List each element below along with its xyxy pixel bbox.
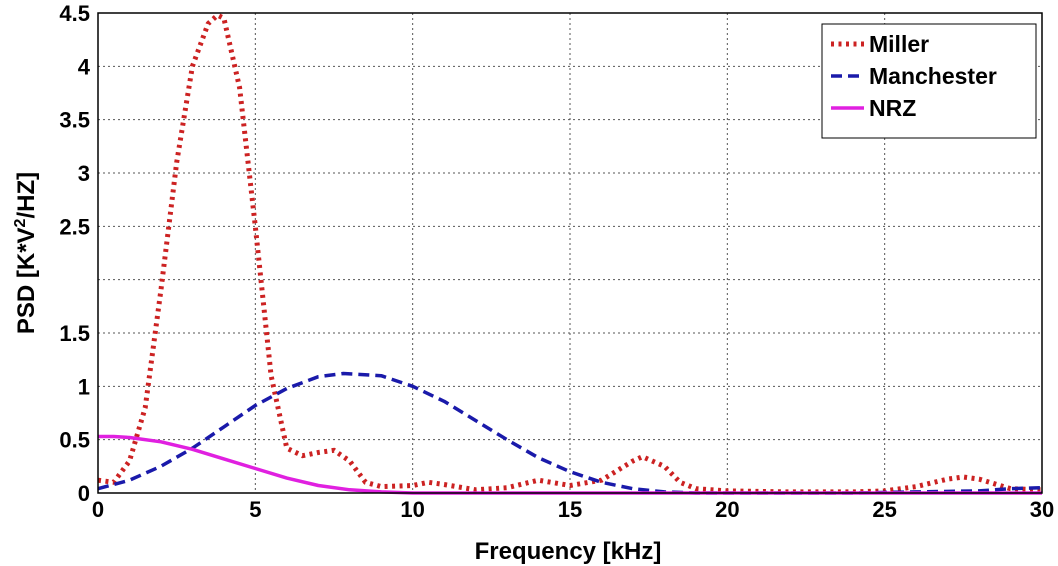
y-tick-label: 0.5 [59, 428, 90, 453]
x-axis-label: Frequency [kHz] [475, 538, 662, 565]
y-tick-label: 1.5 [59, 321, 90, 346]
y-tick-label: 1 [78, 374, 90, 399]
legend-label-nrz: NRZ [869, 95, 916, 121]
legend-label-manchester: Manchester [869, 63, 997, 89]
x-tick-label: 0 [92, 497, 104, 522]
y-tick-label: 3 [78, 161, 90, 186]
x-tick-label: 30 [1030, 497, 1054, 522]
plot-frame [97, 12, 1043, 494]
legend-label-miller: Miller [869, 31, 929, 57]
legend-box [821, 23, 1037, 139]
tick-labels: 0 5 10 15 20 25 30 0 0.5 1 1.5 2.5 3 3.5 4 4.5 [59, 1, 1054, 522]
x-tick-label: 5 [249, 497, 261, 522]
y-axis-label: PSD [K*V2/HZ] [12, 172, 40, 334]
x-tick-label: 15 [558, 497, 582, 522]
x-tick-label: 25 [872, 497, 896, 522]
x-tick-label: 20 [715, 497, 739, 522]
y-tick-label: 0 [78, 481, 90, 506]
y-tick-label: 4.5 [59, 1, 90, 26]
y-tick-label: 3.5 [59, 108, 90, 133]
y-tick-label: 4 [78, 54, 91, 79]
x-tick-label: 10 [400, 497, 424, 522]
y-tick-label: 2.5 [59, 214, 90, 239]
legend: Miller Manchester NRZ [821, 23, 1037, 139]
